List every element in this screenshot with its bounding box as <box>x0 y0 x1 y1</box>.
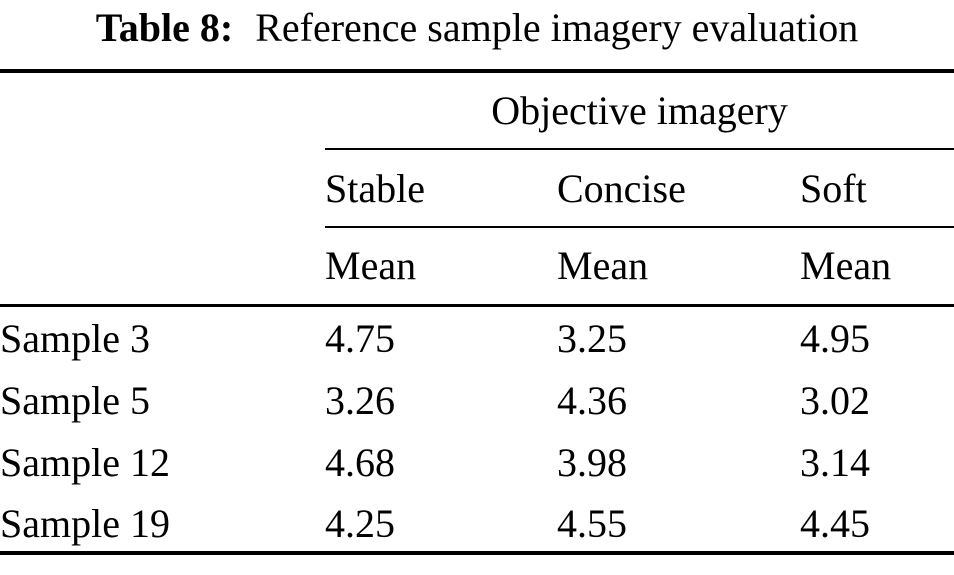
column-header-row: Stable Concise Soft <box>0 149 954 228</box>
cell-value: 4.55 <box>557 500 627 546</box>
cell-value: 3.14 <box>800 439 870 485</box>
table-caption: Table 8: Reference sample imagery evaluat… <box>0 0 954 69</box>
cell-value: 3.02 <box>800 377 870 423</box>
cell-value: 3.26 <box>325 377 395 423</box>
row-label: Sample 5 <box>0 377 150 423</box>
group-header-row: Objective imagery <box>0 71 954 150</box>
column-header-concise: Concise <box>557 149 800 228</box>
group-header-cell: Objective imagery <box>325 71 954 150</box>
empty-stub-cell <box>0 71 325 149</box>
table-row: Sample 19 4.25 4.55 4.45 <box>0 491 954 553</box>
row-label: Sample 12 <box>0 439 170 485</box>
table-row: Sample 12 4.68 3.98 3.14 <box>0 429 954 491</box>
cell-value: 4.45 <box>800 500 870 546</box>
subheader-row: Mean Mean Mean <box>0 227 954 307</box>
cell-value: 4.95 <box>800 316 870 362</box>
cell-value: 3.25 <box>557 316 627 362</box>
cell-value: 4.75 <box>325 316 395 362</box>
empty-stub-cell <box>0 227 325 307</box>
empty-stub-cell <box>0 149 325 227</box>
cell-value: 4.36 <box>557 377 627 423</box>
cell-value: 4.25 <box>325 500 395 546</box>
caption-text: Reference sample imagery evaluation <box>255 5 859 50</box>
subheader-mean-stable: Mean <box>325 227 557 307</box>
column-header-soft: Soft <box>800 149 954 228</box>
cell-value: 3.98 <box>557 439 627 485</box>
table-row: Sample 3 4.75 3.25 4.95 <box>0 305 954 367</box>
row-label: Sample 3 <box>0 316 150 362</box>
cell-value: 4.68 <box>325 439 395 485</box>
table-row: Sample 5 3.26 4.36 3.02 <box>0 367 954 429</box>
caption-label: Table 8: <box>95 5 234 50</box>
column-header-stable: Stable <box>325 149 557 228</box>
row-label: Sample 19 <box>0 500 170 546</box>
subheader-mean-concise: Mean <box>557 227 800 307</box>
subheader-mean-soft: Mean <box>800 227 954 307</box>
evaluation-table: Objective imagery Stable Concise Soft Me… <box>0 69 954 555</box>
